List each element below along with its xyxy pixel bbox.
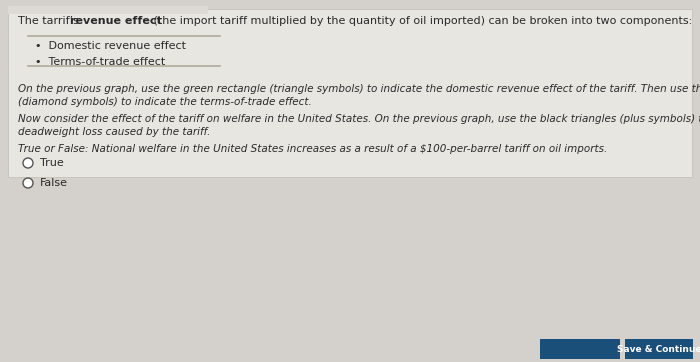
FancyBboxPatch shape	[8, 6, 208, 14]
Text: On the previous graph, use the green rectangle (triangle symbols) to indicate th: On the previous graph, use the green rec…	[18, 84, 700, 94]
Circle shape	[23, 158, 33, 168]
FancyBboxPatch shape	[540, 339, 620, 359]
Text: (the import tariff multiplied by the quantity of oil imported) can be broken int: (the import tariff multiplied by the qua…	[150, 16, 692, 26]
FancyBboxPatch shape	[8, 9, 692, 177]
Text: (diamond symbols) to indicate the terms-of-trade effect.: (diamond symbols) to indicate the terms-…	[18, 97, 312, 107]
Text: True: True	[40, 158, 64, 168]
Text: •  Domestic revenue effect: • Domestic revenue effect	[35, 41, 186, 51]
Text: The tarrif’s: The tarrif’s	[18, 16, 83, 26]
Text: False: False	[40, 178, 68, 188]
Circle shape	[23, 178, 33, 188]
Text: Save & Continue: Save & Continue	[617, 345, 700, 354]
Text: •  Terms-of-trade effect: • Terms-of-trade effect	[35, 57, 165, 67]
Text: Now consider the effect of the tariff on welfare in the United States. On the pr: Now consider the effect of the tariff on…	[18, 114, 700, 124]
Text: True or False: National welfare in the United States increases as a result of a : True or False: National welfare in the U…	[18, 144, 608, 154]
FancyBboxPatch shape	[625, 339, 693, 359]
Text: deadweight loss caused by the tariff.: deadweight loss caused by the tariff.	[18, 127, 211, 137]
Text: revenue effect: revenue effect	[70, 16, 162, 26]
